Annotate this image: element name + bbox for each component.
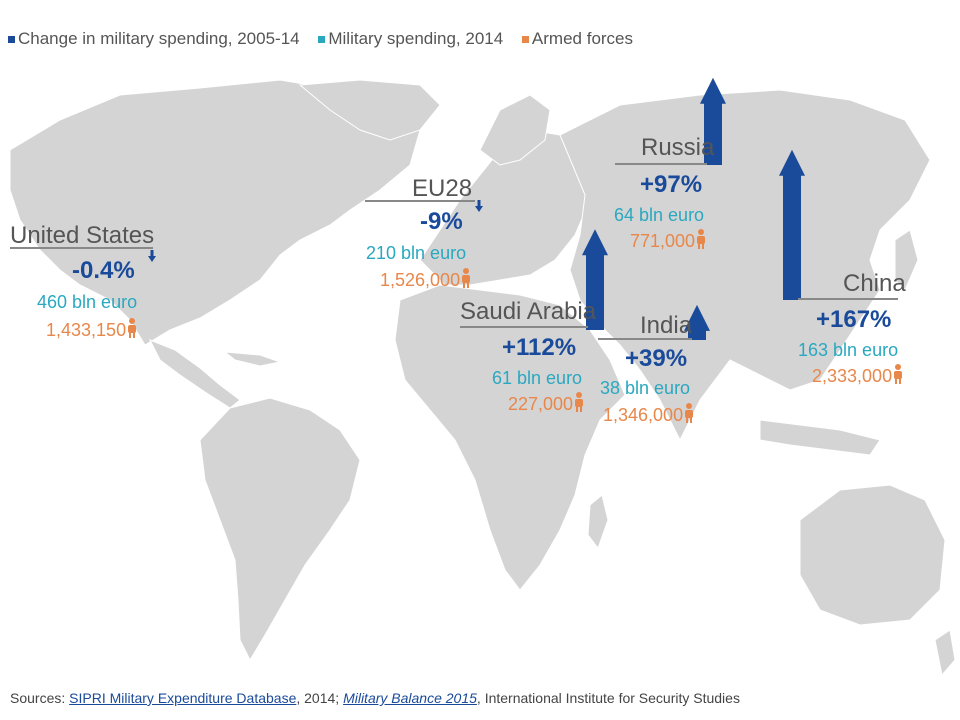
change-label-russia: +97%	[640, 171, 703, 198]
legend-label-change: Change in military spending, 2005-14	[18, 29, 300, 48]
spending-label-eu28: 210 bln euro	[366, 243, 467, 263]
person-icon	[894, 364, 903, 384]
country-name-saudi-arabia: Saudi Arabia	[460, 298, 597, 325]
person-icon	[685, 403, 694, 423]
country-name: United States	[10, 222, 155, 249]
person-icon	[128, 318, 137, 338]
africa-shape	[394, 284, 626, 591]
sources-mid: , 2014;	[296, 690, 344, 706]
south-america-shape	[199, 397, 361, 662]
person-icon	[462, 268, 471, 288]
country-name-india: India	[640, 312, 693, 339]
caribbean-shape	[223, 351, 282, 367]
us-underline	[10, 247, 153, 249]
legend-label-forces: Armed forces	[531, 29, 634, 48]
country-name-russia: Russia	[641, 134, 715, 161]
forces-label-china: 2,333,000	[812, 364, 903, 387]
eu28-underline	[365, 200, 475, 202]
legend: Change in military spending, 2005-14 Mil…	[8, 29, 647, 49]
change-label-saudi-arabia: +112%	[502, 334, 577, 361]
legend-swatch-change	[8, 36, 15, 44]
change-label-india: +39%	[625, 345, 688, 372]
new-zealand-shape	[934, 629, 956, 677]
spending-label-india: 38 bln euro	[600, 378, 691, 398]
country-name-eu28: EU28	[412, 175, 473, 202]
sources-prefix: Sources:	[10, 690, 70, 706]
forces-value: 1,346,000	[603, 405, 684, 425]
forces-label-india: 1,346,000	[603, 403, 694, 426]
change-label-china: +167%	[816, 306, 892, 333]
sources-suffix: , International Institute for Security S…	[476, 690, 740, 706]
spending-label-us: 460 bln euro	[37, 292, 138, 312]
change-arrows	[148, 77, 805, 340]
person-icon	[575, 392, 584, 412]
australia-shape	[799, 484, 946, 626]
change-arrow-china	[779, 149, 805, 300]
spending-label-russia: 64 bln euro	[614, 205, 705, 225]
forces-label-eu28: 1,526,000	[380, 268, 471, 291]
change-arrow-eu28	[475, 200, 483, 212]
japan-shape	[894, 229, 919, 291]
se-asia-islands-shape	[759, 419, 881, 456]
north-america-shape	[9, 79, 421, 346]
forces-label-russia: 771,000	[630, 229, 706, 252]
forces-value: 2,333,000	[812, 366, 893, 386]
legend-label-spending: Military spending, 2014	[328, 29, 504, 48]
forces-value: 227,000	[508, 394, 574, 414]
country-us: United States	[10, 222, 170, 250]
forces-value: 1,526,000	[380, 270, 461, 290]
india-underline	[598, 338, 692, 340]
legend-swatch-spending	[318, 36, 326, 44]
china-underline	[798, 298, 898, 300]
sipri-link[interactable]: SIPRI Military Expenditure Database	[69, 690, 297, 706]
forces-label-saudi-arabia: 227,000	[508, 392, 584, 415]
change-arrow-russia	[700, 77, 726, 165]
legend-item-spending: Military spending, 2014	[318, 29, 503, 49]
forces-value: 771,000	[630, 231, 696, 251]
legend-item-change: Change in military spending, 2005-14	[8, 29, 300, 49]
spending-label-saudi-arabia: 61 bln euro	[492, 368, 583, 388]
spending-label-china: 163 bln euro	[798, 340, 899, 360]
sources-line: Sources: SIPRI Military Expenditure Data…	[10, 690, 740, 706]
saudi-underline	[460, 326, 588, 328]
russia-underline	[615, 163, 707, 165]
change-label-eu28: -9%	[420, 208, 463, 235]
greenland-shape	[298, 79, 441, 141]
forces-label-us: 1,433,150	[46, 318, 137, 341]
change-arrow-saudi-arabia	[582, 229, 608, 330]
person-icon	[697, 229, 706, 249]
madagascar-shape	[587, 494, 609, 550]
change-arrow-india	[684, 304, 710, 340]
change-label-us: -0.4%	[72, 257, 135, 284]
military-balance-link[interactable]: Military Balance 2015	[343, 690, 477, 706]
scandinavia-shape	[479, 94, 551, 166]
legend-swatch-forces	[521, 36, 529, 44]
change-arrow-us	[148, 250, 156, 262]
legend-item-forces: Armed forces	[521, 29, 634, 49]
forces-value: 1,433,150	[46, 320, 127, 340]
central-america-shape	[148, 339, 241, 409]
country-name-china: China	[843, 270, 906, 297]
